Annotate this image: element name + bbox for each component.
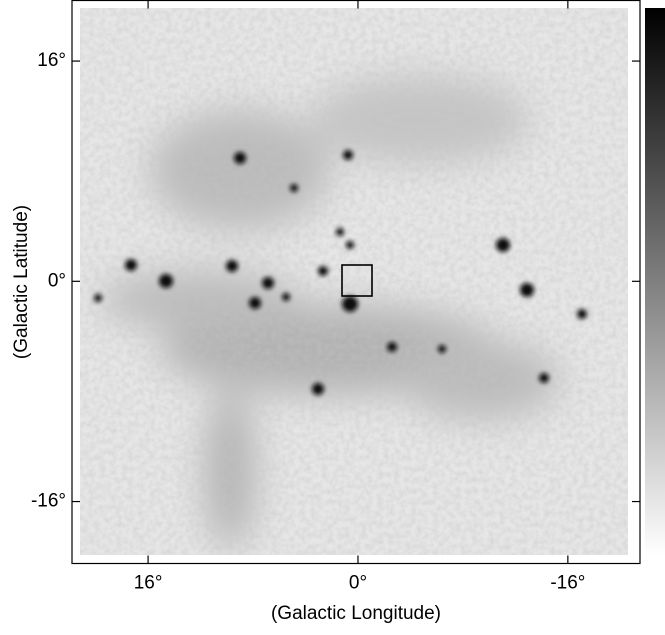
y-axis-label: (Galactic Latitude)	[11, 205, 32, 359]
region-box	[341, 264, 373, 297]
y-tick-label: 16°	[37, 50, 66, 71]
x-tick-label: 0°	[349, 573, 367, 594]
plot-frame	[71, 0, 641, 565]
sky-image	[80, 8, 628, 555]
x-tick-label: 16°	[134, 573, 163, 594]
x-tick-label: -16°	[550, 573, 585, 594]
x-axis-label: (Galactic Longitude)	[271, 603, 441, 624]
colorbar	[645, 8, 665, 555]
y-tick-label: 0°	[48, 270, 66, 291]
y-tick-label: -16°	[31, 491, 66, 512]
